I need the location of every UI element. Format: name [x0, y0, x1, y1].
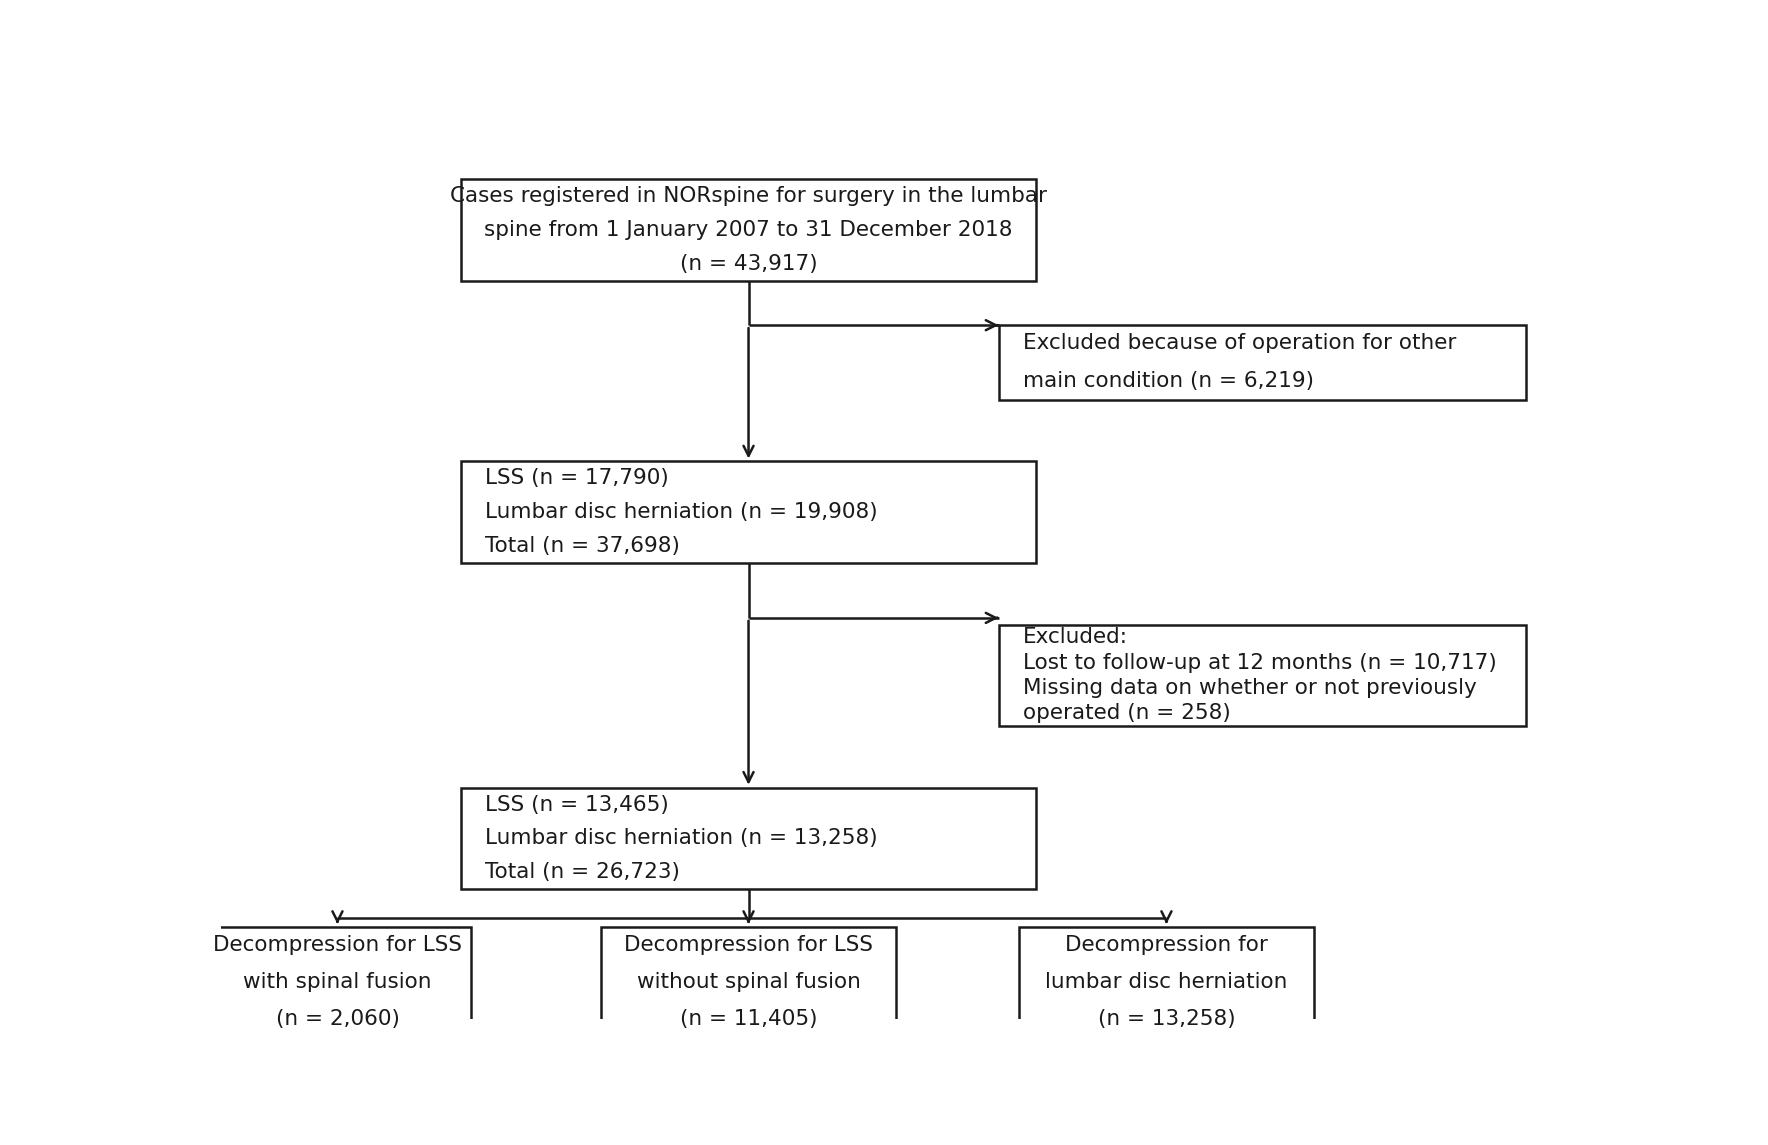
Text: Decompression for LSS: Decompression for LSS: [212, 935, 461, 955]
Text: LSS (n = 17,790): LSS (n = 17,790): [486, 468, 670, 488]
Text: Excluded:: Excluded:: [1024, 627, 1128, 647]
FancyBboxPatch shape: [203, 927, 470, 1037]
FancyBboxPatch shape: [601, 927, 896, 1037]
Text: Total (n = 26,723): Total (n = 26,723): [486, 862, 681, 882]
Text: (n = 13,258): (n = 13,258): [1098, 1009, 1236, 1028]
Text: Lost to follow-up at 12 months (n = 10,717): Lost to follow-up at 12 months (n = 10,7…: [1024, 653, 1497, 672]
FancyBboxPatch shape: [461, 461, 1036, 563]
FancyBboxPatch shape: [461, 788, 1036, 889]
Text: lumbar disc herniation: lumbar disc herniation: [1045, 972, 1287, 992]
Text: Excluded because of operation for other: Excluded because of operation for other: [1024, 333, 1457, 354]
FancyBboxPatch shape: [999, 325, 1526, 400]
Text: without spinal fusion: without spinal fusion: [636, 972, 861, 992]
Text: Total (n = 37,698): Total (n = 37,698): [486, 536, 681, 556]
Text: Missing data on whether or not previously: Missing data on whether or not previousl…: [1024, 678, 1476, 698]
Text: LSS (n = 13,465): LSS (n = 13,465): [486, 795, 670, 814]
FancyBboxPatch shape: [999, 624, 1526, 726]
Text: with spinal fusion: with spinal fusion: [244, 972, 431, 992]
Text: Decompression for LSS: Decompression for LSS: [624, 935, 873, 955]
Text: spine from 1 January 2007 to 31 December 2018: spine from 1 January 2007 to 31 December…: [484, 220, 1013, 240]
Text: Lumbar disc herniation (n = 19,908): Lumbar disc herniation (n = 19,908): [486, 503, 879, 522]
Text: operated (n = 258): operated (n = 258): [1024, 703, 1231, 724]
Text: main condition (n = 6,219): main condition (n = 6,219): [1024, 371, 1314, 390]
Text: (n = 43,917): (n = 43,917): [679, 254, 817, 274]
FancyBboxPatch shape: [461, 180, 1036, 281]
Text: Lumbar disc herniation (n = 13,258): Lumbar disc herniation (n = 13,258): [486, 828, 879, 848]
Text: Decompression for: Decompression for: [1064, 935, 1268, 955]
Text: (n = 11,405): (n = 11,405): [679, 1009, 817, 1028]
FancyBboxPatch shape: [1018, 927, 1314, 1037]
Text: Cases registered in NORspine for surgery in the lumbar: Cases registered in NORspine for surgery…: [451, 187, 1047, 206]
Text: (n = 2,060): (n = 2,060): [276, 1009, 400, 1028]
